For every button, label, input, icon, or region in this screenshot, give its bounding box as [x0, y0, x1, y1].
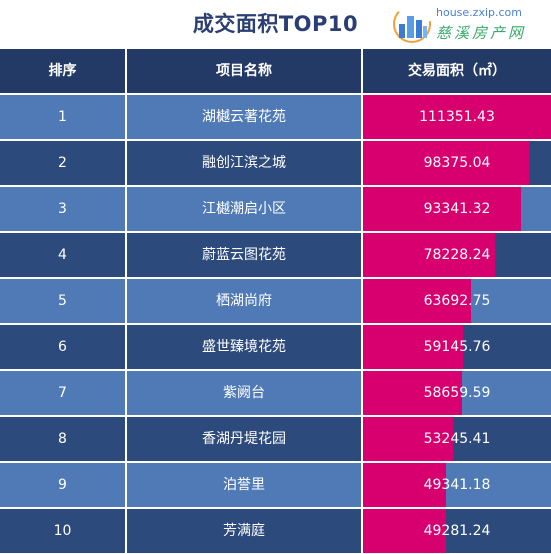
project-name-cell: 芳满庭 [127, 509, 363, 553]
area-cell: 49341.18 [363, 463, 551, 507]
area-bar [363, 187, 521, 231]
page-title: 成交面积TOP10 [192, 12, 359, 36]
area-value-label: 78228.24 [423, 247, 491, 263]
project-name-cell: 泊誉里 [127, 463, 363, 507]
table-row: 3 江樾潮启小区 93341.32 [0, 187, 551, 231]
area-value-label: 49341.18 [423, 477, 491, 493]
rank-cell: 10 [0, 509, 127, 553]
area-cell: 98375.04 [363, 141, 551, 185]
rank-cell: 8 [0, 417, 127, 461]
table-row: 8 香湖丹堤花园 53245.41 [0, 417, 551, 461]
project-name-cell: 香湖丹堤花园 [127, 417, 363, 461]
area-value-label: 53245.41 [423, 431, 491, 447]
project-name-cell: 融创江滨之城 [127, 141, 363, 185]
project-name-cell: 湖樾云著花苑 [127, 95, 363, 139]
table-row: 1 湖樾云著花苑 111351.43 [0, 95, 551, 139]
rank-cell: 6 [0, 325, 127, 369]
area-cell: 93341.32 [363, 187, 551, 231]
area-cell: 111351.43 [363, 95, 551, 139]
area-bar [363, 279, 471, 323]
area-value-label: 98375.04 [423, 155, 491, 171]
buildings-icon [393, 5, 431, 43]
area-value-label: 63692.75 [423, 293, 491, 309]
project-name-cell: 蔚蓝云图花苑 [127, 233, 363, 277]
area-bar [363, 509, 446, 553]
table-row: 5 栖湖尚府 63692.75 [0, 279, 551, 323]
area-value-label: 111351.43 [419, 109, 495, 125]
rank-cell: 4 [0, 233, 127, 277]
area-cell: 49281.24 [363, 509, 551, 553]
rank-cell: 2 [0, 141, 127, 185]
area-bar [363, 417, 453, 461]
rank-cell: 1 [0, 95, 127, 139]
column-header-area: 交易面积（㎡） [408, 63, 506, 79]
area-value-label: 59145.76 [423, 339, 491, 355]
table-row: 2 融创江滨之城 98375.04 [0, 141, 551, 185]
area-cell: 53245.41 [363, 417, 551, 461]
column-header-rank: 排序 [0, 49, 127, 93]
table-row: 4 蔚蓝云图花苑 78228.24 [0, 233, 551, 277]
table-row: 6 盛世臻境花苑 59145.76 [0, 325, 551, 369]
table-header: 排序 项目名称 交易面积（㎡） [0, 49, 551, 93]
rank-cell: 9 [0, 463, 127, 507]
area-value-label: 58659.59 [423, 385, 491, 401]
area-value-label: 49281.24 [423, 523, 491, 539]
site-logo: house.zxip.com 慈溪房产网 [392, 2, 548, 46]
rank-cell: 7 [0, 371, 127, 415]
area-bar [363, 233, 495, 277]
rank-cell: 5 [0, 279, 127, 323]
project-name-cell: 江樾潮启小区 [127, 187, 363, 231]
area-bar [363, 325, 463, 369]
area-bar [363, 141, 529, 185]
table-row: 7 紫阙台 58659.59 [0, 371, 551, 415]
area-bar [363, 95, 551, 139]
project-name-cell: 盛世臻境花苑 [127, 325, 363, 369]
area-cell: 78228.24 [363, 233, 551, 277]
logo-name-text: 慈溪房产网 [436, 24, 527, 42]
logo-url-text: house.zxip.com [436, 6, 522, 19]
column-header-name: 项目名称 [127, 49, 363, 93]
project-name-cell: 栖湖尚府 [127, 279, 363, 323]
area-bar [363, 371, 462, 415]
area-bar [363, 463, 446, 507]
area-value-label: 93341.32 [423, 201, 491, 217]
table-row: 9 泊誉里 49341.18 [0, 463, 551, 507]
area-cell: 58659.59 [363, 371, 551, 415]
project-name-cell: 紫阙台 [127, 371, 363, 415]
area-cell: 59145.76 [363, 325, 551, 369]
rank-cell: 3 [0, 187, 127, 231]
table-row: 10 芳满庭 49281.24 [0, 509, 551, 553]
area-cell: 63692.75 [363, 279, 551, 323]
